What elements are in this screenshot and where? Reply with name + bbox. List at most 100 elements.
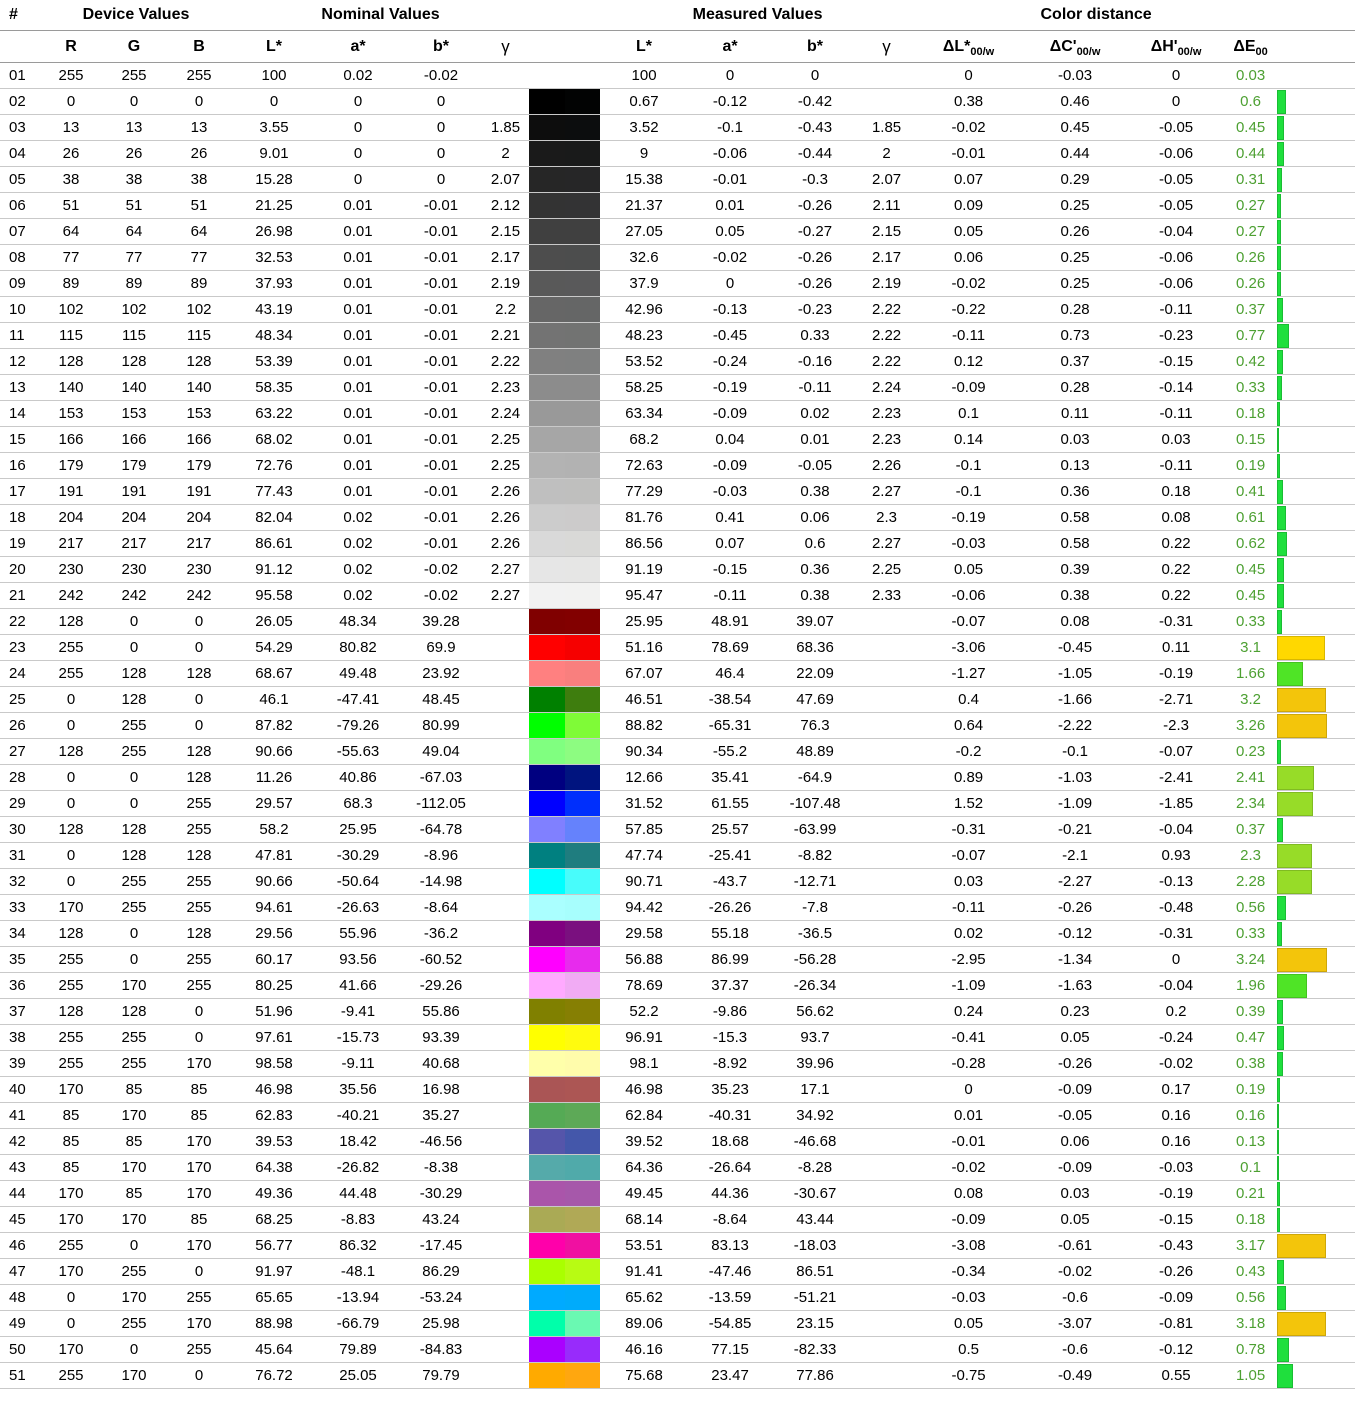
cell-measured-l: 31.52 — [600, 790, 689, 817]
delta-e-bar — [1277, 687, 1327, 712]
cell-measured-l: 53.51 — [600, 1232, 689, 1259]
delta-e-bar — [1277, 531, 1288, 556]
cell-measured-gamma: 2.17 — [858, 244, 916, 271]
cell-measured-l: 88.82 — [600, 712, 689, 739]
table-row: 22 128 0 0 26.05 48.34 39.28 25.95 48.91 39.07 -0.… — [0, 608, 1355, 635]
cell-g: 64 — [102, 218, 166, 245]
cell-b: 140 — [166, 374, 233, 401]
cell-delta-h: -0.48 — [1128, 894, 1225, 921]
table-row: 09 89 89 89 37.93 0.01 -0.01 2.19 37.9 0 -0.26 2.19… — [0, 270, 1355, 297]
cell-nominal-b: -0.01 — [400, 192, 483, 219]
nominal-color-swatch — [529, 349, 565, 374]
cell-nominal-gamma — [482, 1362, 530, 1389]
delta-e-bar — [1277, 349, 1284, 374]
cell-nominal-l: 87.82 — [232, 712, 317, 739]
table-row: 03 13 13 13 3.55 0 0 1.85 3.52 -0.1 -0.43 1.85 -0.02… — [0, 114, 1355, 141]
cell-r: 128 — [40, 920, 102, 947]
measured-color-swatch — [564, 817, 601, 842]
cell-nominal-gamma — [482, 62, 530, 89]
cell-delta-c: -0.05 — [1022, 1102, 1129, 1129]
delta-e-bar — [1277, 895, 1287, 920]
cell-measured-b: 48.89 — [772, 738, 859, 765]
cell-nominal-b: 40.68 — [400, 1050, 483, 1077]
cell-swatch — [529, 1232, 601, 1259]
cell-delta-c: 0.11 — [1022, 400, 1129, 427]
cell-nominal-b: -64.78 — [400, 816, 483, 843]
table-row: 39 255 255 170 98.58 -9.11 40.68 98.1 -8.92 39.96… — [0, 1050, 1355, 1077]
cell-swatch — [529, 478, 601, 505]
cell-nominal-b: -84.83 — [400, 1336, 483, 1363]
cell-measured-a: 78.69 — [688, 634, 773, 661]
table-row: 28 0 0 128 11.26 40.86 -67.03 12.66 35.41 -64.9 0.… — [0, 764, 1355, 791]
cell-nominal-l: 54.29 — [232, 634, 317, 661]
cell-nominal-a: -66.79 — [316, 1310, 401, 1337]
cell-swatch — [529, 88, 601, 115]
cell-delta-h: 0 — [1128, 946, 1225, 973]
cell-measured-a: 23.47 — [688, 1362, 773, 1389]
cell-nominal-b: -67.03 — [400, 764, 483, 791]
cell-nominal-gamma: 2.2 — [482, 296, 530, 323]
cell-delta-l: -0.03 — [915, 530, 1023, 557]
cell-nominal-l: 100 — [232, 62, 317, 89]
cell-delta-l: -0.34 — [915, 1258, 1023, 1285]
cell-delta-c: 0.05 — [1022, 1024, 1129, 1051]
cell-measured-gamma — [858, 1154, 916, 1181]
cell-nominal-l: 95.58 — [232, 582, 317, 609]
nominal-color-swatch — [529, 687, 565, 712]
cell-swatch — [529, 894, 601, 921]
cell-g: 0 — [102, 920, 166, 947]
cell-measured-b: -26.34 — [772, 972, 859, 999]
cell-nominal-gamma: 2 — [482, 140, 530, 167]
cell-g: 179 — [102, 452, 166, 479]
table-row: 46 255 0 170 56.77 86.32 -17.45 53.51 83.13 -18.0… — [0, 1232, 1355, 1259]
cell-num: 05 — [0, 166, 40, 193]
cell-delta-l: 0.64 — [915, 712, 1023, 739]
table-row: 23 255 0 0 54.29 80.82 69.9 51.16 78.69 68.36 -3.0… — [0, 634, 1355, 661]
delta-e-bar — [1277, 1311, 1327, 1336]
cell-b: 85 — [166, 1102, 233, 1129]
cell-b: 255 — [166, 816, 233, 843]
cell-delta-h: -0.04 — [1128, 218, 1225, 245]
cell-delta-l: 0.14 — [915, 426, 1023, 453]
measured-color-swatch — [564, 1051, 601, 1076]
cell-nominal-b: -0.02 — [400, 582, 483, 609]
cell-measured-l: 77.29 — [600, 478, 689, 505]
measured-color-swatch — [564, 1259, 601, 1284]
cell-measured-a: -0.09 — [688, 452, 773, 479]
cell-measured-l: 91.41 — [600, 1258, 689, 1285]
cell-delta-c: -0.21 — [1022, 816, 1129, 843]
cell-delta-e: 0.47 — [1224, 1024, 1278, 1051]
cell-delta-c: -0.45 — [1022, 634, 1129, 661]
cell-bar — [1277, 322, 1355, 349]
cell-bar — [1277, 1024, 1355, 1051]
measurement-report-table: # Device Values Nominal Values Measured … — [0, 0, 1355, 1389]
delta-e-bar — [1277, 1181, 1281, 1206]
cell-r: 85 — [40, 1128, 102, 1155]
cell-measured-a: 0.04 — [688, 426, 773, 453]
nominal-color-swatch — [529, 1051, 565, 1076]
cell-delta-h: -0.15 — [1128, 348, 1225, 375]
cell-nominal-gamma — [482, 1154, 530, 1181]
cell-delta-e: 0.39 — [1224, 998, 1278, 1025]
cell-b: 128 — [166, 348, 233, 375]
cell-measured-b: -12.71 — [772, 868, 859, 895]
cell-nominal-b: 80.99 — [400, 712, 483, 739]
cell-nominal-l: 72.76 — [232, 452, 317, 479]
cell-num: 11 — [0, 322, 40, 349]
cell-delta-l: -0.19 — [915, 504, 1023, 531]
cell-measured-l: 90.34 — [600, 738, 689, 765]
cell-delta-l: 0.02 — [915, 920, 1023, 947]
delta-e-bar — [1277, 1051, 1284, 1076]
cell-delta-e: 2.34 — [1224, 790, 1278, 817]
cell-b: 204 — [166, 504, 233, 531]
cell-bar — [1277, 894, 1355, 921]
cell-r: 115 — [40, 322, 102, 349]
cell-measured-a: -0.03 — [688, 478, 773, 505]
cell-delta-c: -2.27 — [1022, 868, 1129, 895]
cell-nominal-gamma: 2.23 — [482, 374, 530, 401]
cell-delta-l: -0.02 — [915, 1154, 1023, 1181]
cell-delta-h: -0.11 — [1128, 400, 1225, 427]
cell-delta-c: 0.39 — [1022, 556, 1129, 583]
cell-nominal-gamma: 2.12 — [482, 192, 530, 219]
measured-color-swatch — [564, 193, 601, 218]
